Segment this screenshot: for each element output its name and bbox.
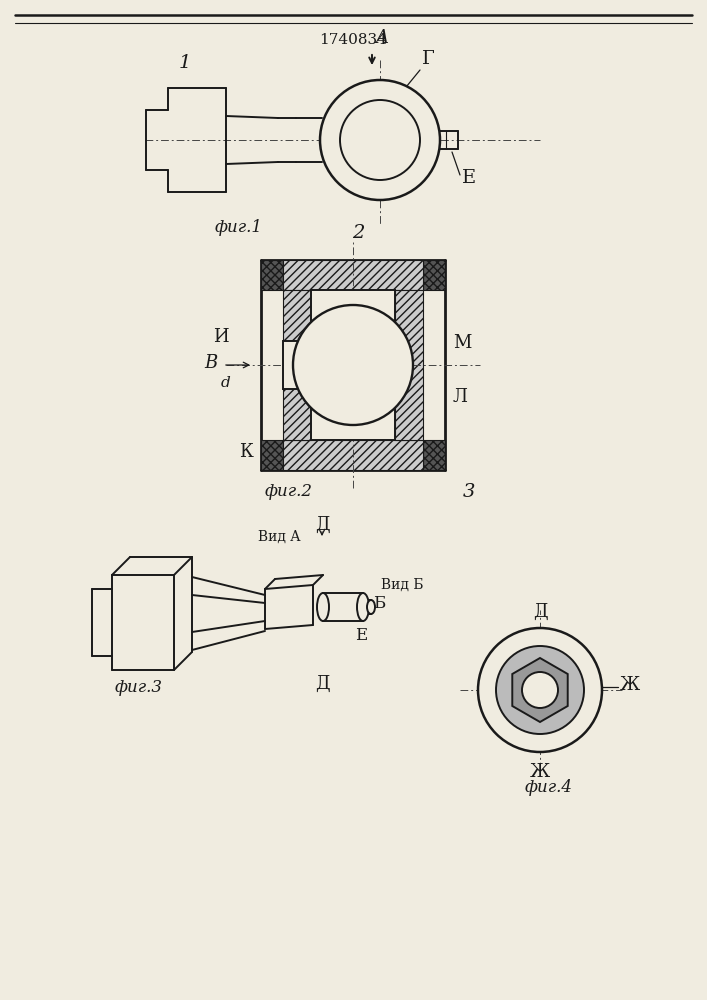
Text: Ж: Ж bbox=[530, 763, 550, 781]
Bar bbox=[423, 260, 445, 290]
Ellipse shape bbox=[367, 600, 375, 614]
Circle shape bbox=[496, 646, 584, 734]
Text: Д: Д bbox=[532, 603, 547, 621]
Text: 3: 3 bbox=[463, 483, 475, 501]
Text: Л: Л bbox=[453, 388, 468, 406]
Text: Г: Г bbox=[422, 50, 435, 68]
Ellipse shape bbox=[357, 593, 369, 621]
Polygon shape bbox=[513, 658, 568, 722]
Text: O: O bbox=[311, 345, 322, 359]
Bar bbox=[283, 440, 423, 470]
Bar bbox=[261, 440, 283, 470]
Text: 2: 2 bbox=[352, 224, 364, 242]
Text: Ж: Ж bbox=[620, 676, 641, 694]
Text: Б: Б bbox=[373, 594, 385, 611]
Text: Д: Д bbox=[315, 516, 329, 534]
Bar bbox=[283, 290, 311, 440]
Text: d: d bbox=[221, 376, 231, 390]
Circle shape bbox=[340, 100, 420, 180]
Text: O₁: O₁ bbox=[380, 345, 397, 359]
Text: В: В bbox=[204, 354, 218, 372]
Text: 1740834: 1740834 bbox=[319, 33, 387, 47]
Text: фиг.3: фиг.3 bbox=[115, 680, 163, 696]
Text: фиг.1: фиг.1 bbox=[215, 220, 263, 236]
Text: фиг.2: фиг.2 bbox=[265, 484, 313, 500]
Text: Д: Д bbox=[315, 675, 329, 693]
Circle shape bbox=[293, 305, 413, 425]
Text: Е: Е bbox=[462, 169, 476, 187]
Bar bbox=[311, 290, 395, 440]
Circle shape bbox=[320, 80, 440, 200]
Circle shape bbox=[522, 672, 558, 708]
Text: Вид Б: Вид Б bbox=[381, 578, 423, 592]
Text: Е: Е bbox=[355, 627, 367, 644]
Text: М: М bbox=[453, 334, 472, 352]
Ellipse shape bbox=[317, 593, 329, 621]
Text: 1: 1 bbox=[179, 54, 191, 72]
Bar bbox=[283, 341, 321, 389]
Bar bbox=[283, 260, 423, 290]
Text: A: A bbox=[375, 29, 389, 47]
Bar bbox=[395, 290, 423, 440]
Circle shape bbox=[478, 628, 602, 752]
Bar bbox=[423, 440, 445, 470]
Text: И: И bbox=[214, 328, 229, 346]
Text: фиг.4: фиг.4 bbox=[525, 780, 573, 796]
Text: Вид A: Вид A bbox=[258, 530, 300, 544]
Bar bbox=[261, 260, 283, 290]
Text: К: К bbox=[239, 443, 253, 461]
